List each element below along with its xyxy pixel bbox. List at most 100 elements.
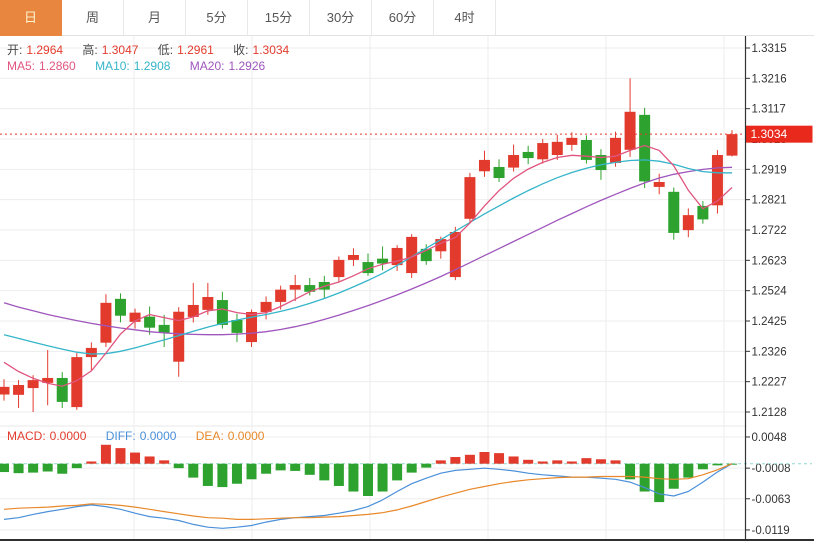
candle-body (551, 141, 563, 156)
macd-bar (319, 463, 330, 481)
price-axis-label: 1.2227 (752, 377, 787, 389)
price-axis-label: 1.2524 (752, 286, 788, 298)
candle-body (478, 159, 490, 172)
macd-bar (625, 463, 636, 480)
macd-legend: MACD: 0.0000 DIFF: 0.0000 DEA: 0.0000 (7, 429, 268, 443)
candle-body (289, 285, 301, 290)
candle-body (216, 300, 228, 325)
tabbar-filler (496, 0, 814, 36)
macd-bar (231, 463, 242, 484)
candle-body (100, 302, 112, 343)
candle-body (362, 262, 374, 274)
macd-bar (217, 463, 228, 488)
candle-body (304, 285, 316, 292)
candle-body (537, 143, 549, 160)
macd-bar (261, 463, 272, 474)
macd-bar (202, 463, 213, 486)
macd-bar (683, 463, 694, 478)
macd-bar (188, 463, 199, 478)
macd-axis-label: -0.0063 (752, 494, 791, 506)
candle-body (464, 177, 476, 219)
price-axis-label: 1.2425 (752, 316, 787, 328)
ma5-value: 1.2860 (39, 59, 76, 73)
current-price-badge (745, 125, 813, 143)
ma10-label: MA10: (95, 59, 130, 73)
candle-body (71, 357, 83, 408)
macd-bar (333, 463, 344, 486)
macd-bar (421, 463, 432, 468)
candle-body (85, 347, 97, 358)
candle-body (260, 301, 272, 313)
tab-4hour[interactable]: 4时 (434, 0, 496, 36)
diff-value: 0.0000 (139, 429, 177, 443)
macd-bar (450, 457, 461, 464)
candle-body (173, 311, 185, 362)
price-axis-label: 1.3117 (752, 104, 786, 116)
tab-month[interactable]: 月 (124, 0, 186, 36)
candle-body (144, 316, 156, 328)
candle-body (246, 312, 258, 343)
ma20-value: 1.2926 (228, 59, 266, 73)
candle-body (27, 380, 39, 389)
macd-bar (392, 463, 403, 481)
macd-axis-label: 0.0048 (752, 432, 787, 444)
macd-bar (130, 452, 141, 464)
candle-body (697, 205, 709, 220)
candle-body (566, 137, 578, 145)
macd-bar (566, 461, 577, 464)
macd-bar (523, 459, 534, 464)
ma10-line (3, 159, 732, 355)
candle-body (377, 258, 389, 264)
candle-body (114, 298, 126, 316)
ma-legend: MA5: 1.2860 MA10: 1.2908 MA20: 1.2926 (7, 59, 269, 73)
price-axis-label: 1.2623 (752, 255, 787, 267)
high-value: 1.3047 (101, 43, 139, 57)
candle-body (493, 166, 505, 179)
candle-body (711, 155, 723, 206)
tab-week[interactable]: 周 (62, 0, 124, 36)
tab-60min[interactable]: 60分 (372, 0, 434, 36)
close-label: 收: (233, 43, 249, 57)
ohlc-legend: 开: 1.2964 高: 1.3047 低: 1.2961 收: 1.3034 (7, 41, 293, 58)
macd-bar (0, 463, 9, 473)
low-value: 1.2961 (177, 43, 214, 57)
candle-body (653, 182, 665, 187)
macd-bar (595, 459, 606, 464)
macd-bar (552, 460, 563, 464)
candle-body (333, 259, 345, 278)
price-axis-label: 1.2919 (752, 164, 787, 176)
candle-body (158, 324, 170, 333)
candle-body (187, 304, 199, 317)
dea-value: 0.0000 (227, 429, 265, 443)
tab-30min[interactable]: 30分 (310, 0, 372, 36)
candle-body (56, 377, 68, 402)
candle-body (522, 151, 534, 159)
macd-label: MACD: (7, 429, 46, 443)
candle-body (682, 215, 694, 231)
price-axis-label: 1.2722 (752, 225, 787, 237)
diff-line (3, 463, 733, 529)
tab-15min[interactable]: 15分 (248, 0, 310, 36)
open-label: 开: (7, 43, 23, 57)
macd-bar (479, 452, 490, 464)
high-label: 高: (82, 43, 98, 57)
macd-bar (581, 458, 592, 464)
close-value: 1.3034 (252, 43, 290, 57)
candle-body (129, 312, 141, 322)
candle-body (639, 114, 651, 182)
macd-bar (668, 463, 679, 489)
candle-body (391, 247, 403, 266)
macd-bar (406, 463, 417, 473)
candle-body (231, 320, 243, 333)
tab-day[interactable]: 日 (0, 0, 62, 36)
candle-body (449, 231, 461, 278)
macd-axis-label: -0.0119 (752, 525, 790, 537)
tab-5min[interactable]: 5分 (186, 0, 248, 36)
open-value: 1.2964 (26, 43, 64, 57)
price-axis-label: 1.2821 (752, 195, 787, 207)
candle-body (726, 134, 738, 156)
macd-bar (290, 463, 301, 471)
candle-body (0, 386, 10, 395)
